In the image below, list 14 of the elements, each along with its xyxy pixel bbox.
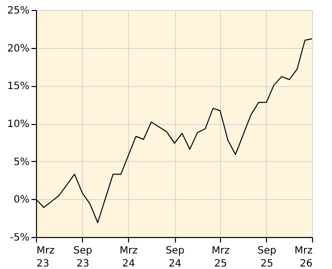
x-tick-label: Mrz 24 <box>120 246 138 269</box>
y-tick-label: -5% <box>10 232 30 244</box>
x-tick-label: Sep 23 <box>73 246 92 269</box>
x-tick-label: Mrz 25 <box>212 246 230 269</box>
y-tick-label: 0% <box>14 194 30 206</box>
y-tick-label: 20% <box>7 43 30 54</box>
x-tick-label: Sep 24 <box>166 246 184 269</box>
y-tick-label: 5% <box>14 156 30 168</box>
x-tick-label: Mrz 23 <box>36 246 54 269</box>
y-tick-label: 15% <box>7 81 30 92</box>
y-tick-label: 25% <box>7 6 30 16</box>
x-tick-label: Mrz 26 <box>294 246 312 269</box>
y-tick-label: 10% <box>7 119 30 130</box>
x-tick-label: Sep 25 <box>257 246 276 269</box>
